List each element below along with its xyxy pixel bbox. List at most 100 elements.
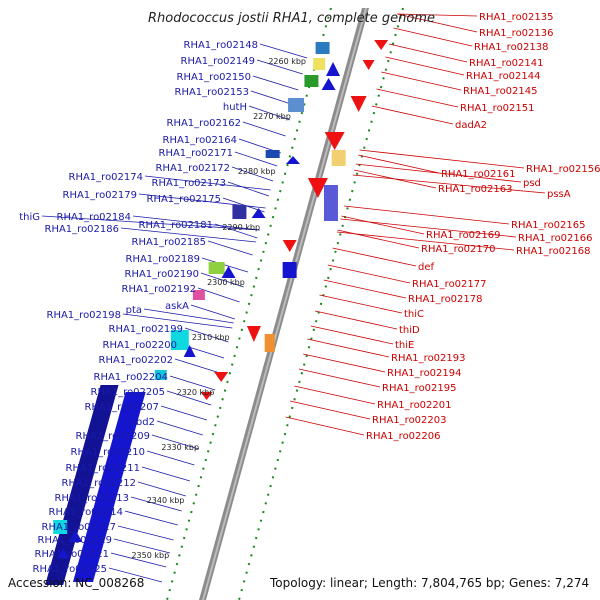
- gene-label-left[interactable]: RHA1_ro02172: [156, 163, 231, 174]
- leader-line: [341, 215, 425, 235]
- gene-label-left[interactable]: RHA1_ro02174: [69, 172, 144, 183]
- gene-label-left[interactable]: RHA1_ro02175: [147, 194, 222, 205]
- leader-line: [227, 181, 270, 197]
- gene-label-left[interactable]: RHA1_ro02205: [91, 387, 166, 398]
- leader-line: [314, 310, 398, 330]
- gene-label-right[interactable]: thiE: [395, 340, 414, 351]
- gene-label-right[interactable]: RHA1_ro02195: [382, 383, 457, 394]
- gene-label-right[interactable]: RHA1_ro02168: [516, 246, 591, 257]
- gene-label-right[interactable]: RHA1_ro02136: [479, 28, 554, 39]
- gene-label-left[interactable]: askA: [165, 301, 189, 312]
- gene-label-left[interactable]: RHA1_ro02153: [175, 87, 250, 98]
- gene-label-right[interactable]: def: [418, 262, 435, 273]
- gene-label-left[interactable]: RHA1_ro02209: [76, 431, 151, 442]
- leader-line: [117, 525, 174, 541]
- gene-label-left[interactable]: RHA1_ro02219: [38, 535, 113, 546]
- gene-label-right[interactable]: RHA1_ro02203: [372, 415, 447, 426]
- gene-label-right[interactable]: RHA1_ro02138: [474, 42, 549, 53]
- leader-line: [41, 215, 260, 231]
- gene-label-left[interactable]: RHA1_ro02179: [63, 190, 138, 201]
- gene-label-right[interactable]: RHA1_ro02163: [438, 184, 513, 195]
- gene-label-left[interactable]: RHA1_ro02207: [85, 402, 160, 413]
- gene-label-right[interactable]: RHA1_ro02161: [441, 169, 516, 180]
- gene-label-left[interactable]: RHA1_ro02202: [99, 355, 174, 366]
- gene-label-right[interactable]: thiD: [399, 325, 420, 336]
- leader-line: [151, 434, 199, 450]
- gene-label-left[interactable]: RHA1_ro02164: [163, 135, 238, 146]
- gene-feature: [57, 548, 70, 558]
- gene-label-right[interactable]: RHA1_ro02206: [366, 431, 441, 442]
- gene-label-left[interactable]: RHA1_ro02186: [45, 224, 120, 235]
- gene-label-left[interactable]: pta: [126, 305, 142, 316]
- gene-label-right[interactable]: RHA1_ro02135: [479, 12, 554, 23]
- gene-label-right[interactable]: thiC: [404, 309, 424, 320]
- gene-label-left[interactable]: RHA1_ro02204: [94, 372, 169, 383]
- gene-label-right[interactable]: RHA1_ro02177: [412, 279, 487, 290]
- gene-feature: [288, 98, 305, 112]
- gene-label-left[interactable]: RHA1_ro02189: [126, 254, 201, 265]
- gene-label-left[interactable]: RHA1_ro02162: [167, 118, 242, 129]
- genome-backbone-highlight: [202, 8, 367, 600]
- gene-label-left[interactable]: RHA1_ro02225: [33, 564, 108, 575]
- gene-label-right[interactable]: RHA1_ro02193: [391, 353, 466, 364]
- leader-line: [319, 294, 403, 314]
- gene-label-left[interactable]: RHA1_ro02150: [177, 72, 252, 83]
- leader-line: [141, 466, 191, 482]
- gene-feature: [321, 78, 336, 90]
- gene-label-left[interactable]: RHA1_ro02217: [42, 522, 117, 533]
- gene-label-right[interactable]: RHA1_ro02170: [421, 244, 496, 255]
- gene-label-left[interactable]: RHA1_ro02200: [103, 340, 178, 351]
- gene-label-left[interactable]: RHA1_ro02190: [125, 269, 200, 280]
- gene-label-left[interactable]: RHA1_ro02192: [122, 284, 197, 295]
- gene-label-right[interactable]: RHA1_ro02165: [511, 220, 586, 231]
- leader-line: [332, 247, 417, 267]
- gene-label-right[interactable]: RHA1_ro02169: [426, 230, 501, 241]
- gene-label-left[interactable]: RHA1_ro02210: [71, 447, 146, 458]
- gene-label-right[interactable]: RHA1_ro02151: [460, 103, 535, 114]
- gene-label-left[interactable]: RHA1_ro02185: [132, 237, 207, 248]
- gene-label-left[interactable]: RHA1_ro02181: [139, 220, 214, 231]
- leader-line: [231, 166, 274, 182]
- gene-label-right[interactable]: RHA1_ro02166: [518, 233, 593, 244]
- gene-label-left[interactable]: RHA1_ro02184: [57, 212, 132, 223]
- leader-line: [201, 257, 248, 273]
- leader-line: [336, 231, 515, 251]
- gene-label-right[interactable]: RHA1_ro02194: [387, 368, 462, 379]
- gene-label-left[interactable]: RHA1_ro02221: [35, 549, 110, 560]
- gene-label-left[interactable]: hutH: [223, 102, 247, 113]
- leader-line: [290, 400, 371, 420]
- gene-label-left[interactable]: RHA1_ro02173: [152, 178, 227, 189]
- gene-label-left[interactable]: RHA1_ro02211: [66, 463, 141, 474]
- gene-label-right[interactable]: psd: [523, 178, 541, 189]
- leader-line: [250, 90, 295, 106]
- gene-label-right[interactable]: RHA1_ro02201: [377, 400, 452, 411]
- gene-label-right[interactable]: dadA2: [455, 120, 487, 131]
- kbp-tick-label: 2280 kbp: [238, 167, 276, 176]
- gene-label-left[interactable]: RHA1_ro02148: [184, 40, 259, 51]
- gene-label-left[interactable]: thiG: [19, 212, 40, 223]
- gene-feature: [313, 58, 326, 70]
- kbp-tick-label: 2340 kbp: [147, 496, 185, 505]
- gene-label-left[interactable]: RHA1_ro02212: [62, 478, 137, 489]
- gene-label-left[interactable]: RHA1_ro02213: [55, 493, 130, 504]
- gene-label-right[interactable]: RHA1_ro02145: [463, 86, 538, 97]
- gene-label-left[interactable]: hbd2: [130, 417, 155, 428]
- gene-label-left[interactable]: RHA1_ro02214: [49, 507, 124, 518]
- gene-label-left[interactable]: RHA1_ro02149: [181, 56, 256, 67]
- gene-label-right[interactable]: RHA1_ro02156: [526, 164, 600, 175]
- gene-feature: [307, 178, 328, 198]
- kbp-tick-label: 2330 kbp: [161, 443, 199, 452]
- leader-line: [310, 325, 394, 345]
- gene-label-right[interactable]: pssA: [547, 189, 571, 200]
- gene-label-right[interactable]: RHA1_ro02178: [408, 294, 483, 305]
- gene-feature: [326, 62, 341, 76]
- gene-label-left[interactable]: RHA1_ro02199: [109, 324, 184, 335]
- tick-guide-left: [166, 7, 332, 600]
- gene-label-right[interactable]: RHA1_ro02144: [466, 71, 541, 82]
- leader-line: [256, 59, 303, 75]
- gene-label-left[interactable]: RHA1_ro02171: [159, 148, 234, 159]
- gene-label-right[interactable]: RHA1_ro02141: [469, 58, 544, 69]
- gene-label-left[interactable]: RHA1_ro02198: [47, 310, 122, 321]
- leader-line: [144, 175, 271, 191]
